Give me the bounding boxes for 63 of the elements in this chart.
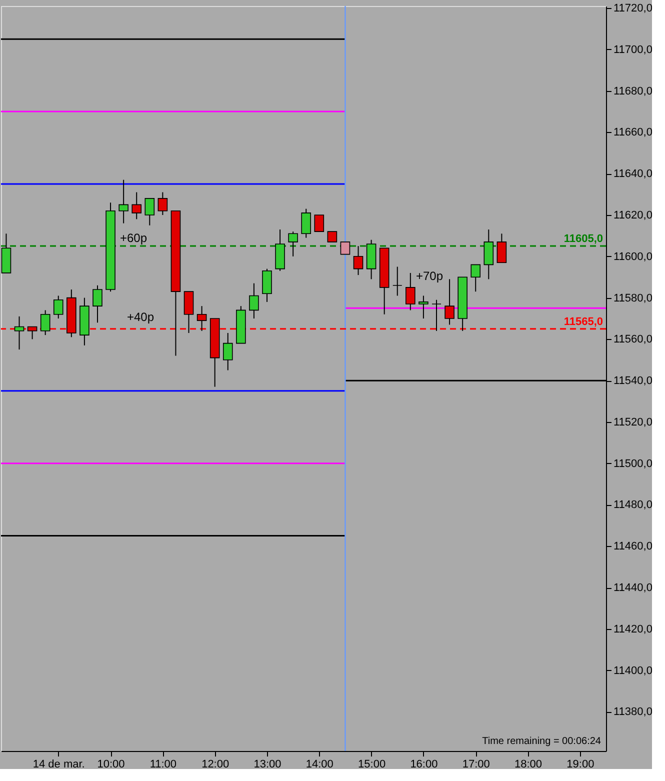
y-tick-label: 11420,0 xyxy=(614,623,652,636)
candlestick xyxy=(158,192,168,216)
annotation: +70p xyxy=(416,269,444,283)
annotation: Time remaining = 00:06:24 xyxy=(482,736,602,747)
candlestick xyxy=(418,295,428,319)
x-tick-label: 14:00 xyxy=(306,758,334,770)
y-tick-label: 11580,0 xyxy=(614,292,652,304)
annotation: +60p xyxy=(120,231,148,245)
y-tick-label: 11600,0 xyxy=(614,250,652,263)
candlestick xyxy=(27,326,38,340)
y-tick-label: 11560,0 xyxy=(614,334,652,346)
x-tick-label: 15:00 xyxy=(358,758,386,770)
candlestick xyxy=(53,295,64,319)
y-tick-label: 11480,0 xyxy=(614,499,652,512)
candlestick xyxy=(496,233,507,264)
candlestick xyxy=(470,264,481,292)
y-tick-label: 11640,0 xyxy=(614,168,652,180)
candlestick xyxy=(327,231,338,242)
annotation: +40p xyxy=(127,310,154,324)
candlestick xyxy=(262,268,272,302)
y-tick-label: 11660,0 xyxy=(614,126,652,139)
candlestick xyxy=(118,179,128,224)
candlestick xyxy=(40,310,50,336)
ref-line-label: 11565,0 xyxy=(564,316,603,328)
x-tick-label: 10:00 xyxy=(97,758,125,770)
candlestick xyxy=(92,284,102,324)
x-tick-label: 11:00 xyxy=(150,758,177,770)
candlestick xyxy=(353,246,364,276)
ref-line-label: 11605,0 xyxy=(564,233,603,246)
x-tick-label: 12:00 xyxy=(202,758,230,770)
candlestick xyxy=(196,306,207,332)
y-tick-label: 11380,0 xyxy=(614,706,652,718)
y-tick-label: 11720,0 xyxy=(614,2,652,15)
candlestick xyxy=(184,291,194,334)
candlestick xyxy=(249,282,259,319)
candlestick xyxy=(444,278,454,326)
candlestick xyxy=(392,266,402,296)
x-tick-label: 19:00 xyxy=(566,758,594,770)
y-tick-label: 11620,0 xyxy=(614,210,652,222)
candlestick xyxy=(288,231,298,257)
candlestick xyxy=(432,299,442,332)
y-tick-label: 11520,0 xyxy=(614,416,652,428)
candlestick xyxy=(222,332,233,371)
candlestick xyxy=(340,242,350,255)
candlestick xyxy=(132,192,142,220)
candlestick xyxy=(314,214,324,232)
candlestick xyxy=(14,316,24,350)
candlestick xyxy=(301,208,312,238)
y-tick-label: 11440,0 xyxy=(614,582,652,594)
y-tick-label: 11460,0 xyxy=(614,540,652,553)
candlestick xyxy=(406,272,416,311)
y-tick-label: 11400,0 xyxy=(614,664,652,677)
x-tick-label: 13:00 xyxy=(254,758,282,770)
y-tick-label: 11700,0 xyxy=(614,44,652,56)
candlestick xyxy=(484,229,494,280)
y-tick-label: 11500,0 xyxy=(614,458,652,470)
y-tick-label: 11680,0 xyxy=(614,85,652,98)
y-tick-label: 11540,0 xyxy=(614,375,652,388)
x-tick-label: 18:00 xyxy=(514,758,542,770)
x-tick-label: 17:00 xyxy=(462,758,490,770)
x-tick-label: 14 de mar. xyxy=(32,758,85,770)
candlestick xyxy=(144,198,155,226)
x-tick-label: 16:00 xyxy=(410,758,438,770)
